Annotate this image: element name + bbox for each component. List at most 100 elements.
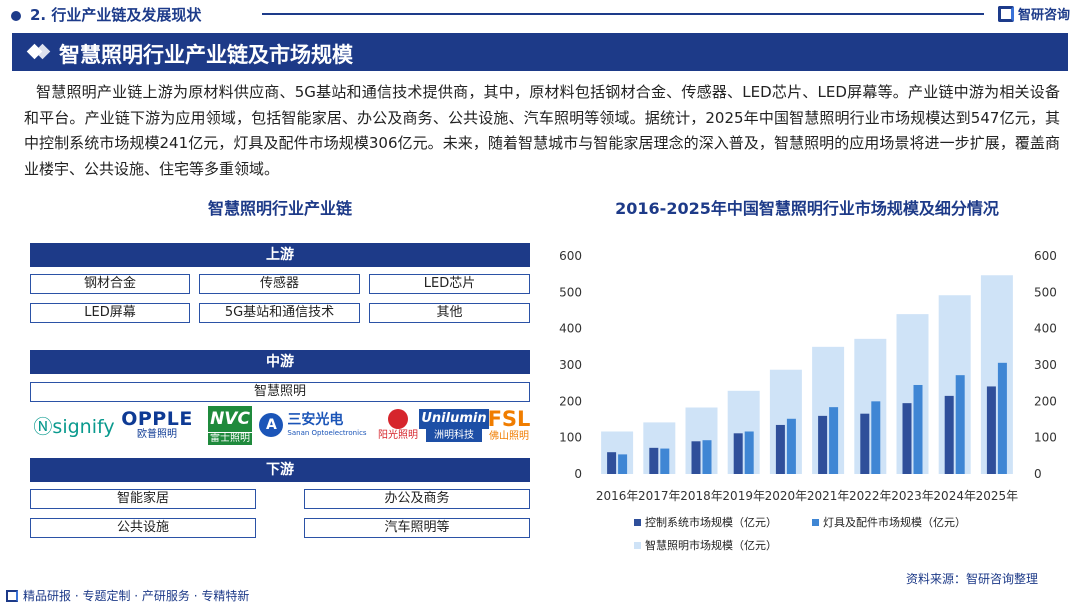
brand: 智研咨询 xyxy=(997,4,1070,23)
y-right-tick-label: 200 xyxy=(1034,394,1057,408)
downstream-item: 办公及商务 xyxy=(304,489,530,509)
legend-item: 控制系统市场规模（亿元） xyxy=(634,514,777,530)
section-heading: 2. 行业产业链及发展现状 xyxy=(30,6,202,24)
bar-total xyxy=(812,346,845,474)
legend-swatch xyxy=(634,518,641,526)
x-tick-label: 2017年 xyxy=(638,489,681,503)
bar-control-system xyxy=(649,447,659,474)
x-tick-label: 2022年 xyxy=(849,489,892,503)
upstream-item: 其他 xyxy=(369,303,530,323)
bar-lamps xyxy=(913,384,923,474)
midstream-item: 智慧照明 xyxy=(30,382,530,402)
y-right-tick-label: 100 xyxy=(1034,431,1057,445)
midstream-header: 中游 xyxy=(30,350,530,374)
description-paragraph: 智慧照明产业链上游为原材料供应商、5G基站和通信技术提供商，其中，原材料包括钢材… xyxy=(24,83,1060,178)
y-right-tick-label: 300 xyxy=(1034,358,1057,372)
bar-total xyxy=(938,295,971,474)
bar-total xyxy=(601,431,634,474)
bullet-icon xyxy=(11,11,21,21)
source-note: 资料来源：智研咨询整理 xyxy=(905,572,1038,586)
brand-name: 智研咨询 xyxy=(1017,8,1070,23)
bar-lamps xyxy=(744,431,754,474)
title-bar: 智慧照明行业产业链及市场规模 xyxy=(12,33,1068,71)
sanan-logo: A 三安光电 Sanan Optoelectronics xyxy=(258,404,368,446)
fsl-logo: FSL 佛山照明 xyxy=(487,406,531,442)
bar-control-system xyxy=(691,441,701,474)
legend-swatch xyxy=(634,541,641,549)
bar-lamps xyxy=(660,448,670,474)
bar-total xyxy=(685,407,718,474)
signify-logo-text: Ⓝsignify xyxy=(33,415,115,438)
header-divider xyxy=(262,13,984,15)
upstream-item: LED屏幕 xyxy=(30,303,190,323)
bar-control-system xyxy=(733,433,743,474)
x-tick-label: 2020年 xyxy=(765,489,808,503)
company-logos: Ⓝsignify OPPLE 欧普照明 NVC 雷士照明 A 三安光电 Sana… xyxy=(30,404,530,446)
bar-total xyxy=(854,338,887,474)
x-tick-label: 2023年 xyxy=(891,489,934,503)
legend-swatch xyxy=(812,518,819,526)
x-tick-label: 2024年 xyxy=(933,489,976,503)
yangguang-emblem-icon xyxy=(388,408,408,429)
upstream-item: 传感器 xyxy=(199,274,360,294)
nvc-logo: NVC 雷士照明 xyxy=(206,404,254,446)
signify-logo: Ⓝsignify xyxy=(30,404,118,446)
x-tick-label: 2016年 xyxy=(596,489,639,503)
chain-title: 智慧照明行业产业链 xyxy=(207,199,352,218)
bar-control-system xyxy=(818,415,828,474)
downstream-item: 汽车照明等 xyxy=(304,518,530,538)
y-left-tick-label: 600 xyxy=(559,249,582,263)
opple-logo: OPPLE 欧普照明 xyxy=(121,408,193,440)
footer: 精品研报 · 专题定制 · 产研服务 · 专精特新 xyxy=(6,587,249,603)
top-bar: 2. 行业产业链及发展现状 智研咨询 xyxy=(0,0,1080,30)
legend-item: 智慧照明市场规模（亿元） xyxy=(634,537,777,553)
y-right-tick-label: 400 xyxy=(1034,322,1057,336)
bar-control-system xyxy=(902,403,912,474)
market-size-chart: 0 100 200 300 400 500 600 0 100 200 300 400 500 600 20… xyxy=(559,249,1057,503)
upstream-item: LED芯片 xyxy=(369,274,530,294)
y-left-tick-label: 300 xyxy=(559,358,582,372)
bar-lamps xyxy=(829,407,839,474)
upstream-item: 钢材合金 xyxy=(30,274,190,294)
x-tick-label: 2018年 xyxy=(680,489,723,503)
bar-lamps xyxy=(997,362,1007,474)
bar-control-system xyxy=(944,395,954,474)
bar-control-system xyxy=(986,386,996,474)
bar-control-system xyxy=(775,424,785,474)
upstream-item: 5G基站和通信技术 xyxy=(199,303,360,323)
downstream-item: 智能家居 xyxy=(30,489,256,509)
unilumin-logo: Unilumin 洲明科技 xyxy=(419,408,489,442)
bar-total xyxy=(769,369,802,474)
footer-text: 精品研报 · 专题定制 · 产研服务 · 专精特新 xyxy=(23,589,250,603)
legend-item: 灯具及配件市场规模（亿元） xyxy=(812,514,966,530)
bar-lamps xyxy=(871,401,881,474)
sanan-emblem-icon: A xyxy=(259,413,284,437)
bar-lamps xyxy=(702,440,712,474)
brand-logo-icon xyxy=(997,5,1014,22)
y-right-tick-label: 500 xyxy=(1034,285,1057,299)
x-tick-label: 2019年 xyxy=(722,489,765,503)
y-left-tick-label: 500 xyxy=(559,285,582,299)
bar-lamps xyxy=(618,454,628,474)
bar-control-system xyxy=(860,413,870,474)
x-tick-label: 2025年 xyxy=(976,489,1019,503)
chart-title: 2016-2025年中国智慧照明行业市场规模及细分情况 xyxy=(615,199,999,218)
bar-total xyxy=(896,314,929,474)
bar-lamps xyxy=(955,375,965,474)
y-left-tick-label: 100 xyxy=(559,431,582,445)
y-left-tick-label: 200 xyxy=(559,394,582,408)
upstream-header: 上游 xyxy=(30,243,530,267)
bar-total xyxy=(727,390,760,474)
y-left-tick-label: 400 xyxy=(559,322,582,336)
downstream-header: 下游 xyxy=(30,458,530,482)
yangguang-logo: 阳光照明 xyxy=(375,404,421,446)
y-left-tick-label: 0 xyxy=(574,467,582,481)
bar-control-system xyxy=(607,452,617,474)
x-tick-label: 2021年 xyxy=(807,489,850,503)
y-right-tick-label: 600 xyxy=(1034,249,1057,263)
downstream-item: 公共设施 xyxy=(30,518,256,538)
footer-logo-icon xyxy=(6,589,18,602)
y-right-tick-label: 0 xyxy=(1034,467,1042,481)
page-title: 智慧照明行业产业链及市场规模 xyxy=(59,43,353,67)
bar-total xyxy=(980,275,1013,474)
